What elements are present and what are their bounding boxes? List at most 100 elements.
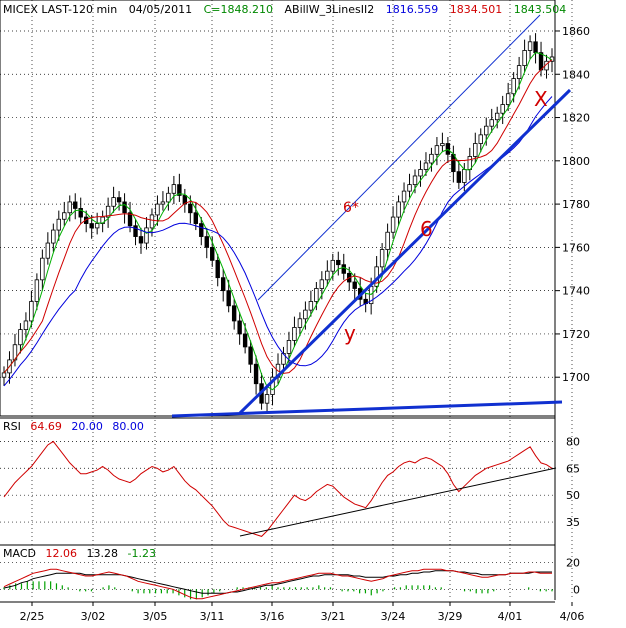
candle-body (308, 301, 314, 311)
svg-text:MICEX LAST-120 min 04/05/2: MICEX LAST-120 min 04/05/2011 C=1848.210… (3, 3, 566, 16)
rsi-title: RSI (3, 420, 21, 433)
x-tick-label: 3/24 (381, 610, 406, 623)
candle-body (462, 169, 467, 183)
candle-body (330, 259, 335, 272)
candle-body (231, 305, 237, 322)
date-label: 04/05/2011 (129, 3, 192, 16)
ma-red-line (3, 59, 553, 374)
macd-layer (3, 568, 553, 600)
candle-body (204, 236, 209, 248)
price-tick-label: 1740 (562, 285, 590, 298)
candle-body (105, 205, 111, 218)
trendline-main (238, 88, 572, 415)
macd-title: MACD (3, 547, 36, 560)
rsi-tick-label: 50 (566, 489, 580, 502)
annotation-y: y (344, 321, 356, 345)
candle-body (494, 112, 500, 121)
candle-body (319, 279, 325, 289)
macd-param-signal: 13.28 (86, 547, 118, 560)
red-value: 1834.501 (450, 3, 503, 16)
candle-body (511, 78, 516, 95)
grid-layer (0, 0, 573, 600)
x-tick-label: 3/29 (438, 610, 463, 623)
trendline-channel-upper (257, 14, 541, 301)
x-tick-label: 3/05 (143, 610, 168, 623)
candle-body (73, 201, 78, 209)
axis-layer: 1700 1720 1740 1760 1780 1800 1820 1840 1860 35 50… (20, 25, 590, 623)
candle-body (303, 309, 308, 320)
candle-body (122, 201, 127, 214)
price-tick-label: 1800 (562, 155, 590, 168)
candle-body (522, 50, 527, 67)
macd-tick-label: 0 (573, 583, 580, 596)
candle-body (445, 143, 451, 155)
price-tick-label: 1820 (562, 112, 590, 125)
candle-body (29, 301, 34, 322)
macd-param-macd: 12.06 (45, 547, 77, 560)
x-tick-label: 4/01 (498, 610, 523, 623)
symbol-label: MICEX LAST-120 min (3, 3, 117, 16)
rsi-param-high: 80.00 (112, 420, 144, 433)
x-tick-label: 3/11 (200, 610, 225, 623)
candle-body (100, 216, 105, 224)
price-tick-label: 1720 (562, 328, 590, 341)
indicator-label: ABillW_3LinesII2 (285, 3, 375, 16)
candle-body (18, 329, 23, 346)
candle-body (264, 394, 270, 404)
annotation-6: 6 (420, 217, 433, 241)
candle-body (407, 184, 412, 192)
candle-body (62, 212, 67, 220)
price-tick-label: 1780 (562, 198, 590, 211)
ma-green-line (3, 52, 553, 391)
candle-body (226, 290, 231, 307)
candle-body (527, 41, 533, 51)
rsi-tick-label: 35 (566, 516, 580, 529)
close-label: C=1848.210 (204, 3, 273, 16)
rsi-tick-label: 80 (566, 435, 580, 448)
candle-body (215, 259, 220, 279)
candle-body (188, 203, 193, 214)
annotation-6star: 6* (343, 200, 359, 216)
x-tick-label: 3/16 (260, 610, 285, 623)
candle-body (379, 249, 385, 268)
candle-body (23, 320, 29, 331)
blue-value: 1816.559 (386, 3, 439, 16)
price-tick-label: 1760 (562, 241, 590, 254)
candle-body (67, 201, 72, 214)
ma-blue-line (3, 96, 553, 387)
svg-text:RSI 64.69 20.00 80: RSI 64.69 20.00 80.00 (3, 420, 144, 433)
candle-body (45, 242, 51, 259)
candle-body (1, 372, 7, 378)
rsi-layer (3, 440, 553, 537)
candle-body (341, 264, 346, 274)
candle-body (538, 52, 544, 71)
candle-body (248, 346, 253, 365)
candle-body (149, 214, 155, 229)
candle-body (171, 184, 177, 194)
candle-body (56, 218, 61, 231)
annotation-x: X (534, 87, 548, 111)
candle-body (505, 93, 511, 105)
candle-body (237, 320, 242, 335)
candle-body (127, 212, 133, 227)
candle-body (516, 65, 522, 79)
macd-line (3, 568, 552, 600)
candle-body (401, 190, 407, 203)
candle-body (220, 277, 226, 292)
candle-body (286, 340, 292, 354)
price-tick-label: 1700 (562, 371, 590, 384)
rsi-param-value: 64.69 (30, 420, 62, 433)
candle-body (138, 236, 144, 244)
candle-body (484, 125, 489, 136)
candle-body (133, 225, 138, 237)
candle-body (89, 223, 94, 229)
rsi-tick-label: 65 (566, 462, 580, 475)
candle-body (489, 119, 494, 127)
x-tick-label: 3/02 (81, 610, 106, 623)
candle-body (336, 259, 341, 266)
candle-body (352, 281, 357, 289)
candle-body (423, 162, 429, 170)
candle-body (160, 201, 166, 205)
candle-body (456, 171, 462, 183)
